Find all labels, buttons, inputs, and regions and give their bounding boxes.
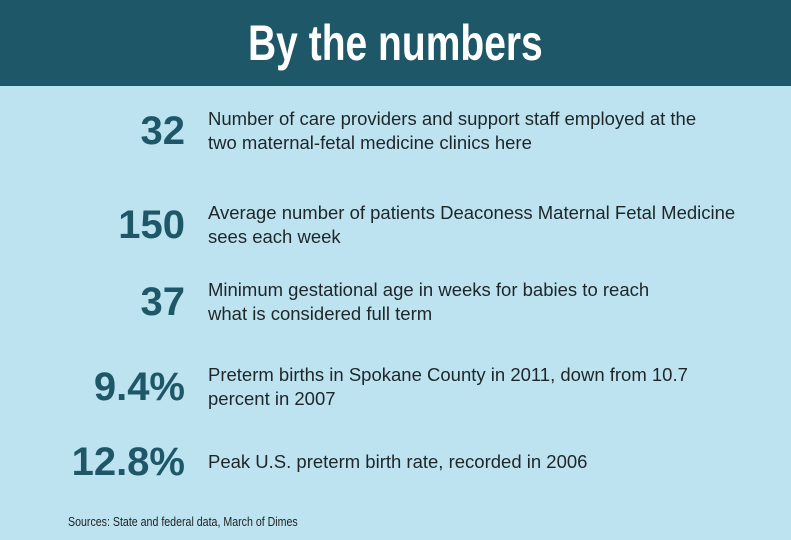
item-number: 9.4% — [93, 365, 185, 409]
title: By the numbers — [248, 15, 543, 71]
description-line: Minimum gestational age in weeks for bab… — [208, 279, 650, 300]
description-line: Number of care providers and support sta… — [208, 108, 697, 129]
description-line: Preterm births in Spokane County in 2011… — [208, 364, 688, 385]
description-line: percent in 2007 — [208, 388, 336, 409]
description-line: two maternal-fetal medicine clinics here — [208, 132, 532, 153]
item-description: Number of care providers and support sta… — [208, 107, 696, 155]
description-line: Peak U.S. preterm birth rate, recorded i… — [208, 451, 588, 472]
item-description: Preterm births in Spokane County in 2011… — [208, 363, 688, 411]
item-number: 32 — [140, 109, 186, 153]
item-description: Average number of patients Deaconess Mat… — [208, 201, 735, 249]
item-number: 150 — [118, 203, 185, 247]
description-line: Average number of patients Deaconess Mat… — [208, 202, 736, 223]
item-description: Peak U.S. preterm birth rate, recorded i… — [208, 450, 587, 474]
sources: Sources: State and federal data, March o… — [68, 515, 298, 529]
item-number: 37 — [140, 280, 186, 324]
description-line: sees each week — [208, 226, 341, 247]
description-line: what is considered full term — [208, 303, 433, 324]
item-description: Minimum gestational age in weeks for bab… — [208, 278, 649, 326]
item-number: 12.8% — [71, 440, 185, 484]
header-bar: By the numbers — [0, 0, 791, 86]
